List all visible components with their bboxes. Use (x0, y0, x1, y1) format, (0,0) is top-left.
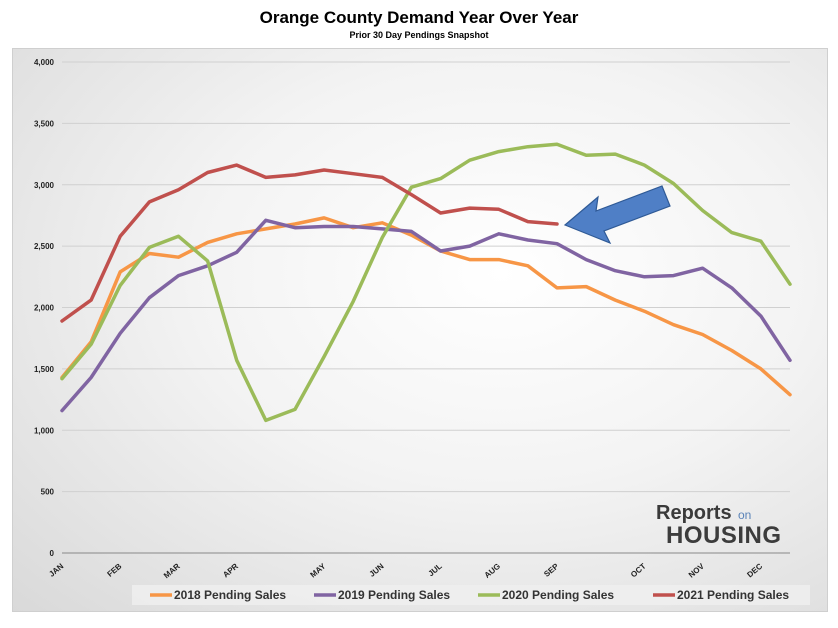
legend-label: 2021 Pending Sales (677, 588, 789, 602)
series-line-2020 (60, 142, 792, 423)
series-line-2018 (60, 216, 792, 397)
y-tick-label: 3,500 (34, 119, 55, 128)
y-tick-label: 2,000 (34, 304, 55, 313)
x-tick-label: JUL (426, 562, 443, 579)
x-tick-label: JAN (47, 562, 65, 579)
x-tick-label: MAR (162, 561, 182, 580)
y-axis-ticks: 0 500 1,000 1,500 2,000 2,500 3,000 3,500 4,000 (34, 58, 55, 558)
x-tick-label: APR (221, 561, 240, 579)
legend-box (132, 585, 810, 605)
legend-label: 2020 Pending Sales (502, 588, 614, 602)
y-tick-label: 1,000 (34, 426, 55, 435)
x-tick-label: AUG (483, 562, 502, 580)
x-tick-label: FEB (105, 561, 123, 578)
logo-line1b: on (738, 508, 752, 522)
annotation-arrow (563, 185, 671, 245)
chart-subtitle: Prior 30 Day Pendings Snapshot (349, 30, 489, 40)
x-tick-label: OCT (629, 562, 648, 580)
y-tick-label: 3,000 (34, 181, 55, 190)
y-tick-label: 2,500 (34, 242, 55, 251)
series-line-2021 (60, 163, 559, 323)
series-line-2019 (60, 218, 792, 413)
x-axis-ticks: JAN FEB MAR APR MAY JUN JUL AUG SEP OCT NOV DEC (47, 561, 764, 580)
x-tick-label: MAY (309, 561, 328, 579)
x-tick-label: DEC (745, 561, 764, 579)
x-tick-label: SEP (542, 561, 561, 579)
y-tick-label: 0 (50, 549, 55, 558)
blue-arrow-icon (563, 185, 671, 245)
series-lines (60, 142, 792, 423)
logo-line2: HOUSING (666, 522, 782, 549)
chart-title: Orange County Demand Year Over Year (259, 8, 579, 27)
reports-on-housing-logo: Reports on HOUSING (650, 500, 800, 552)
legend-label: 2019 Pending Sales (338, 588, 450, 602)
gridlines (62, 61, 790, 554)
legend-label: 2018 Pending Sales (174, 588, 286, 602)
y-tick-label: 500 (41, 488, 55, 497)
y-tick-label: 1,500 (34, 365, 55, 374)
x-tick-label: JUN (368, 562, 386, 579)
y-tick-label: 4,000 (34, 58, 55, 67)
legend: 2018 Pending Sales 2019 Pending Sales 2020… (132, 585, 810, 605)
x-tick-label: NOV (687, 561, 707, 579)
logo-line1: Reports (656, 502, 732, 524)
